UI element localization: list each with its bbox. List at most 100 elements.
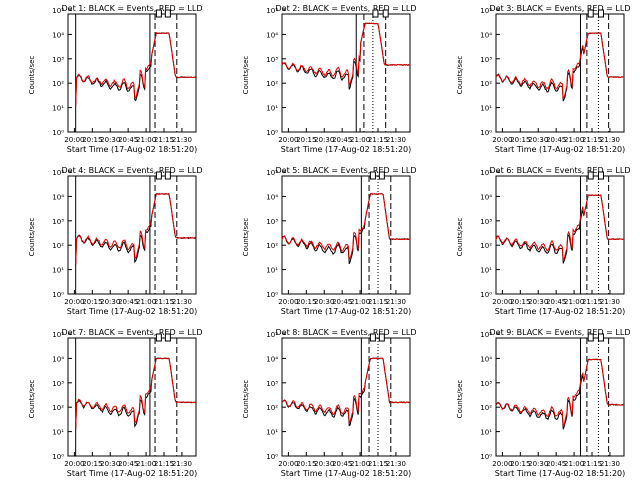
top-flag [164,9,171,18]
x-axis-label: Start Time (17-Aug-02 18:51:20) [495,145,626,154]
y-tick-label: 10⁵ [266,7,278,15]
x-tick-label: 20:30 [314,460,334,468]
y-axis-label: Counts/sec [456,56,464,95]
top-flag [597,9,604,18]
x-tick-label: 20:00 [64,298,84,306]
x-tick-label: 20:15 [296,460,316,468]
x-tick-label: 21:00 [564,298,584,306]
panel-frame [67,337,197,457]
panel-title: Det 1: BLACK = Events, RED = LLD [62,4,203,13]
y-tick-label: 10³ [266,218,278,226]
top-flag [378,171,385,180]
y-tick-label: 10² [480,242,492,250]
panel-title: Det 3: BLACK = Events, RED = LLD [490,4,631,13]
y-tick-label: 10³ [480,56,492,64]
y-tick-label: 10² [266,404,278,412]
y-axis-label: Counts/sec [28,380,36,419]
x-tick-label: 21:15 [368,136,388,144]
events-series [281,22,410,90]
x-tick-label: 20:30 [528,136,548,144]
y-tick-label: 10² [52,242,64,250]
y-tick-label: 10³ [52,218,64,226]
x-tick-label: 21:00 [564,460,584,468]
y-tick-label: 10⁰ [480,453,492,461]
y-tick-label: 10⁰ [266,129,278,137]
lld-series [281,357,410,424]
top-flag [369,171,376,180]
x-tick-label: 20:15 [82,460,102,468]
panel-title: Det 7: BLACK = Events, RED = LLD [62,328,203,337]
x-tick-label: 21:00 [350,298,370,306]
x-tick-label: 21:15 [582,298,602,306]
x-tick-label: 21:30 [600,298,620,306]
y-axis-label: Counts/sec [242,380,250,419]
x-tick-label: 20:00 [492,460,512,468]
y-tick-label: 10³ [480,218,492,226]
panel-frame [281,337,411,457]
panel-frame [67,175,197,295]
events-series [75,192,196,265]
lld-series [495,194,624,261]
x-tick-label: 20:45 [546,298,566,306]
y-tick-label: 10² [266,80,278,88]
x-tick-label: 20:15 [296,298,316,306]
events-series [281,192,410,265]
x-tick-label: 20:00 [64,460,84,468]
panel-title: Det 5: BLACK = Events, RED = LLD [276,166,417,175]
y-tick-label: 10⁵ [266,169,278,177]
y-tick-label: 10⁴ [266,31,278,39]
x-axis-label: Start Time (17-Aug-02 18:51:20) [495,469,626,478]
y-tick-label: 10² [52,80,64,88]
panel-frame [281,13,411,133]
y-tick-label: 10⁰ [266,453,278,461]
panel-title: Det 9: BLACK = Events, RED = LLD [490,328,631,337]
top-flag [164,333,171,342]
x-tick-label: 21:30 [172,136,192,144]
x-tick-label: 21:00 [136,136,156,144]
y-tick-label: 10⁴ [52,31,64,39]
x-tick-label: 21:00 [564,136,584,144]
lld-series [281,193,410,261]
y-tick-label: 10⁵ [480,169,492,177]
panel-frame [495,175,625,295]
y-tick-label: 10¹ [480,105,492,113]
x-tick-label: 20:45 [332,136,352,144]
x-tick-label: 21:15 [368,460,388,468]
y-tick-label: 10² [266,242,278,250]
x-tick-label: 20:30 [314,136,334,144]
lld-series [495,358,624,427]
x-tick-label: 20:00 [492,298,512,306]
y-tick-label: 10¹ [266,267,278,275]
y-axis-label: Counts/sec [242,218,250,257]
y-tick-label: 10⁵ [52,7,64,15]
x-tick-label: 20:15 [82,298,102,306]
y-tick-label: 10⁴ [266,193,278,201]
x-tick-label: 21:30 [600,460,620,468]
x-axis-label: Start Time (17-Aug-02 18:51:20) [67,307,198,316]
x-tick-label: 20:00 [278,136,298,144]
x-tick-label: 20:30 [100,136,120,144]
y-tick-label: 10⁰ [52,291,64,299]
x-axis-label: Start Time (17-Aug-02 18:51:20) [67,469,198,478]
top-flag [382,9,389,18]
x-tick-label: 20:00 [492,136,512,144]
y-axis-label: Counts/sec [28,56,36,95]
x-tick-label: 21:15 [368,298,388,306]
y-tick-label: 10⁴ [480,193,492,201]
x-tick-label: 21:30 [386,136,406,144]
top-flag [597,171,604,180]
panel-frame [67,13,197,133]
x-tick-label: 20:45 [332,460,352,468]
x-tick-label: 21:15 [582,136,602,144]
x-tick-label: 20:45 [546,136,566,144]
x-tick-label: 20:30 [100,460,120,468]
x-tick-label: 20:45 [332,298,352,306]
x-tick-label: 21:15 [154,136,174,144]
x-tick-label: 20:00 [278,298,298,306]
x-axis-label: Start Time (17-Aug-02 18:51:20) [67,145,198,154]
x-tick-label: 21:00 [350,460,370,468]
y-tick-label: 10⁵ [52,331,64,339]
y-tick-label: 10⁰ [52,129,64,137]
events-series [495,358,624,430]
